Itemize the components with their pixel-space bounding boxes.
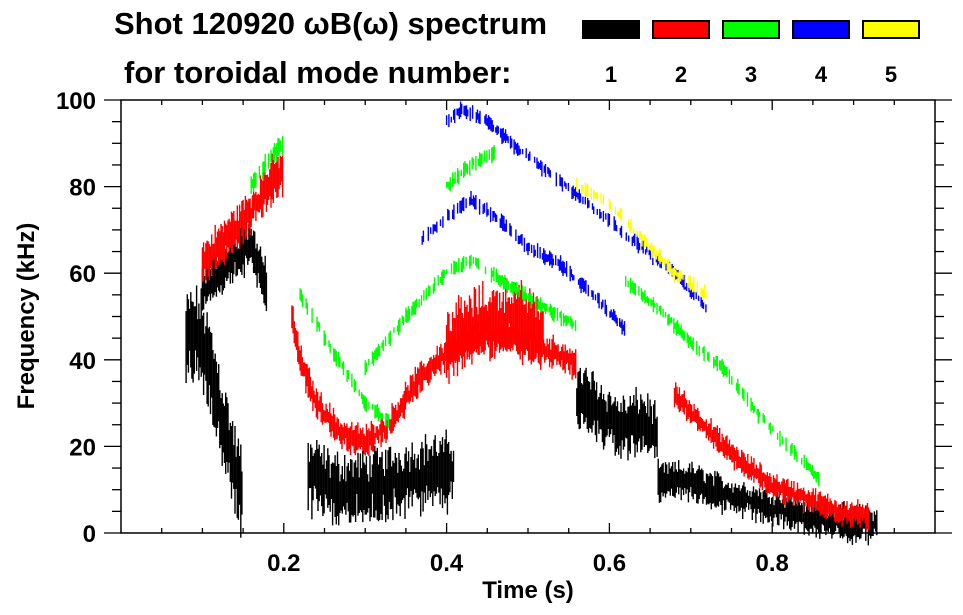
- mode-3-trace: [625, 276, 820, 487]
- y-tick-label: 80: [69, 175, 96, 202]
- legend-label-mode-5: 5: [884, 62, 898, 87]
- mode-2-trace: [445, 277, 544, 384]
- mode-3-trace: [445, 145, 495, 192]
- y-tick-label: 40: [69, 348, 96, 375]
- legend-swatch-mode-4: [792, 20, 850, 39]
- chart-title: Shot 120920 ωB(ω) spectrum: [114, 6, 548, 41]
- mode-2-trace: [673, 382, 870, 531]
- spectrogram-marks: [185, 101, 878, 546]
- axis-ticks: 0.2 0.4 0.6 0.8 0 20 40 60 80 100: [56, 88, 952, 577]
- x-tick-label: 0.6: [593, 550, 626, 577]
- x-tick-label: 0.4: [430, 550, 464, 577]
- x-tick-label: 0.2: [267, 550, 300, 577]
- legend-label-mode-2: 2: [674, 62, 688, 87]
- mode-4-trace: [445, 101, 707, 313]
- mode-5-trace: [576, 177, 707, 301]
- mode-4-trace: [421, 191, 626, 336]
- y-tick-label: 100: [56, 88, 96, 115]
- legend-label-mode-1: 1: [604, 62, 618, 87]
- legend-swatch-mode-1: [582, 20, 640, 39]
- mode-3-trace: [364, 254, 577, 376]
- mode-1-trace: [307, 429, 455, 526]
- legend-swatch-mode-3: [722, 20, 780, 39]
- mode-1-trace: [576, 367, 658, 461]
- legend-swatch-mode-2: [652, 20, 710, 39]
- y-tick-label: 60: [69, 261, 96, 288]
- legend-swatch-mode-5: [862, 20, 920, 39]
- legend-label-mode-3: 3: [744, 62, 758, 87]
- x-axis-label: Time (s): [482, 577, 574, 604]
- x-tick-label: 0.8: [756, 550, 789, 577]
- mode-1-trace: [657, 458, 878, 546]
- legend-label-mode-4: 4: [814, 62, 828, 87]
- mode-3-trace: [299, 288, 390, 428]
- y-tick-label: 20: [69, 434, 96, 461]
- mode-3-trace: [250, 136, 284, 195]
- y-axis-label: Frequency (kHz): [13, 223, 40, 410]
- mode-2-trace: [201, 153, 284, 283]
- y-tick-label: 0: [83, 521, 96, 548]
- chart-subtitle: for toroidal mode number:: [124, 55, 512, 90]
- mode-1-trace: [185, 285, 243, 538]
